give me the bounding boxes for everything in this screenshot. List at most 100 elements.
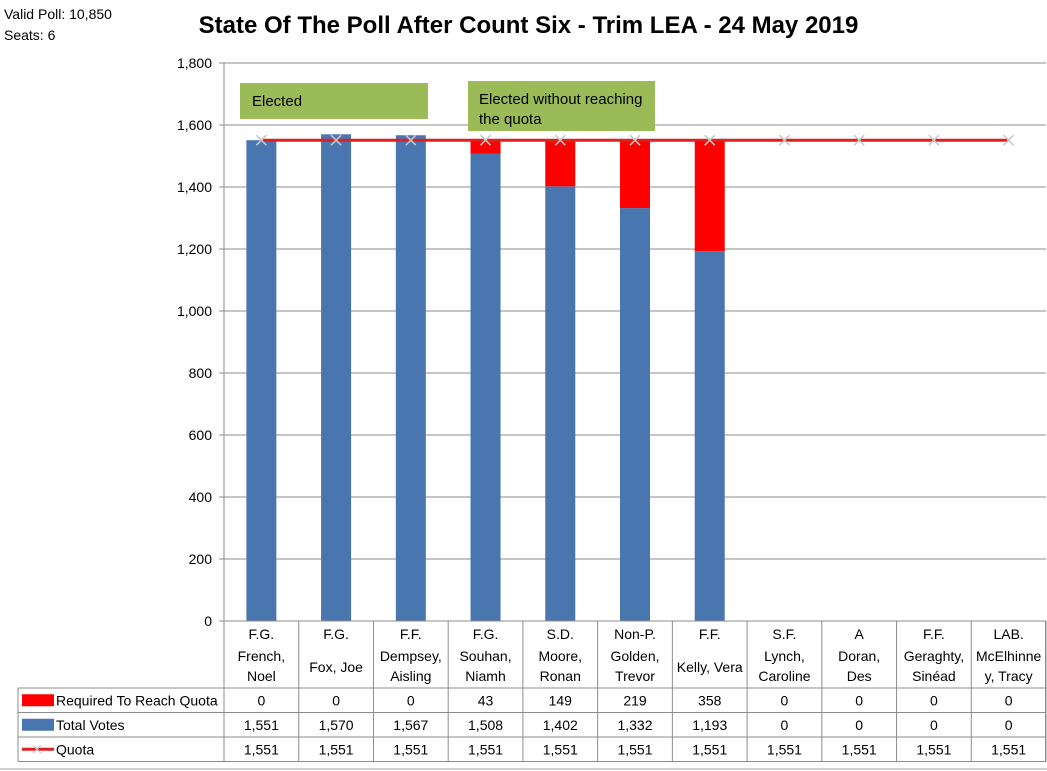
chart-title: State Of The Poll After Count Six - Trim… — [198, 12, 859, 39]
quota-marker — [1003, 134, 1015, 146]
quota-point — [480, 134, 492, 146]
bar-total-votes — [246, 140, 277, 621]
annotation-text: the quota — [479, 111, 542, 128]
data-label: 0 — [781, 717, 789, 733]
legend-entry: Required To Reach Quota — [22, 692, 218, 708]
data-label: 1,402 — [543, 717, 578, 733]
category-name: Niamh — [465, 668, 505, 684]
bar-total-votes — [470, 153, 501, 621]
category-name: Moore, — [538, 648, 582, 664]
category-party: S.F. — [772, 626, 796, 642]
category-party: S.D. — [547, 626, 574, 642]
data-label: 1,551 — [468, 741, 503, 757]
y-tick-label: 1,200 — [177, 241, 212, 257]
valid-poll-label: Valid Poll: 10,850 — [4, 6, 112, 22]
annotation-box — [468, 81, 655, 131]
data-label: 0 — [930, 717, 938, 733]
category-name: Sinéad — [912, 668, 956, 684]
poll-summary: Valid Poll: 10,850 Seats: 6 — [4, 4, 112, 46]
category-party: F.G. — [249, 626, 275, 642]
category-name: Trevor — [615, 668, 655, 684]
quota-marker — [629, 134, 641, 146]
category-party: F.F. — [923, 626, 945, 642]
data-label: 1,551 — [692, 741, 727, 757]
quota-marker — [704, 134, 716, 146]
category-name: Golden, — [610, 648, 659, 664]
data-label: 1,551 — [991, 741, 1026, 757]
data-label: 0 — [855, 717, 863, 733]
bar-total-votes — [545, 186, 576, 621]
seats-label: Seats: 6 — [4, 27, 56, 43]
data-label: 1,551 — [244, 741, 279, 757]
annotation-text: Elected without reaching — [479, 91, 642, 108]
data-label: 1,551 — [244, 717, 279, 733]
quota-point — [255, 134, 267, 146]
category-name: Caroline — [758, 668, 810, 684]
y-tick-label: 1,400 — [177, 179, 212, 195]
data-label: 1,551 — [617, 741, 652, 757]
legend-swatch — [22, 694, 54, 707]
data-label: 358 — [698, 692, 722, 708]
bar-total-votes — [395, 135, 426, 622]
y-tick-label: 1,000 — [177, 303, 212, 319]
quota-marker — [330, 134, 342, 146]
quota-point — [853, 134, 865, 146]
data-label: 1,551 — [543, 741, 578, 757]
category-name: Fox, Joe — [309, 659, 363, 675]
quota-point — [629, 134, 641, 146]
category-name: McElhinne — [976, 648, 1042, 664]
quota-point — [928, 134, 940, 146]
data-label: 43 — [478, 692, 494, 708]
category-name: Lynch, — [764, 648, 805, 664]
quota-marker — [255, 134, 267, 146]
data-label: 1,508 — [468, 717, 503, 733]
category-name: Aisling — [390, 668, 431, 684]
data-label: 1,551 — [319, 741, 354, 757]
bar-required-to-reach-quota — [470, 140, 501, 154]
bar-required-to-reach-quota — [694, 140, 725, 252]
category-name: Dempsey, — [380, 648, 442, 664]
category-name: y, Tracy — [985, 668, 1033, 684]
quota-marker — [778, 134, 790, 146]
bar-required-to-reach-quota — [545, 140, 576, 187]
quota-point — [330, 134, 342, 146]
legend-swatch — [22, 718, 54, 731]
y-tick-label: 200 — [189, 551, 213, 567]
quota-point — [704, 134, 716, 146]
legend-entry: Quota — [22, 741, 94, 757]
category-party: F.G. — [323, 626, 349, 642]
annotation-text: Elected — [252, 93, 302, 110]
category-party: F.F. — [699, 626, 721, 642]
data-label: 149 — [549, 692, 573, 708]
data-label: 1,567 — [393, 717, 428, 733]
y-tick-label: 800 — [189, 365, 213, 381]
category-name: Ronan — [540, 668, 581, 684]
data-label: 1,193 — [692, 717, 727, 733]
category-name: Doran, — [838, 648, 880, 664]
category-name: Noel — [247, 668, 276, 684]
legend-marker — [32, 744, 42, 754]
y-tick-label: 0 — [204, 613, 212, 629]
category-name: Kelly, Vera — [677, 659, 743, 675]
legend-label: Quota — [56, 741, 94, 757]
data-label: 1,570 — [319, 717, 354, 733]
data-label: 0 — [930, 692, 938, 708]
data-label: 0 — [407, 692, 415, 708]
data-label: 1,551 — [842, 741, 877, 757]
bar-required-to-reach-quota — [620, 140, 650, 209]
y-tick-label: 600 — [189, 427, 213, 443]
quota-marker — [853, 134, 865, 146]
y-tick-label: 1,800 — [177, 55, 212, 71]
category-party: LAB. — [993, 626, 1023, 642]
data-label: 0 — [781, 692, 789, 708]
bar-total-votes — [620, 208, 650, 621]
annotation-elected: Elected — [240, 83, 428, 119]
category-name: Souhan, — [459, 648, 511, 664]
category-party: F.G. — [473, 626, 499, 642]
category-party: A — [855, 626, 865, 642]
category-party: Non-P. — [614, 626, 656, 642]
y-tick-label: 400 — [189, 489, 213, 505]
category-name: Geraghty, — [904, 648, 964, 664]
data-label: 0 — [257, 692, 265, 708]
quota-point — [554, 134, 566, 146]
